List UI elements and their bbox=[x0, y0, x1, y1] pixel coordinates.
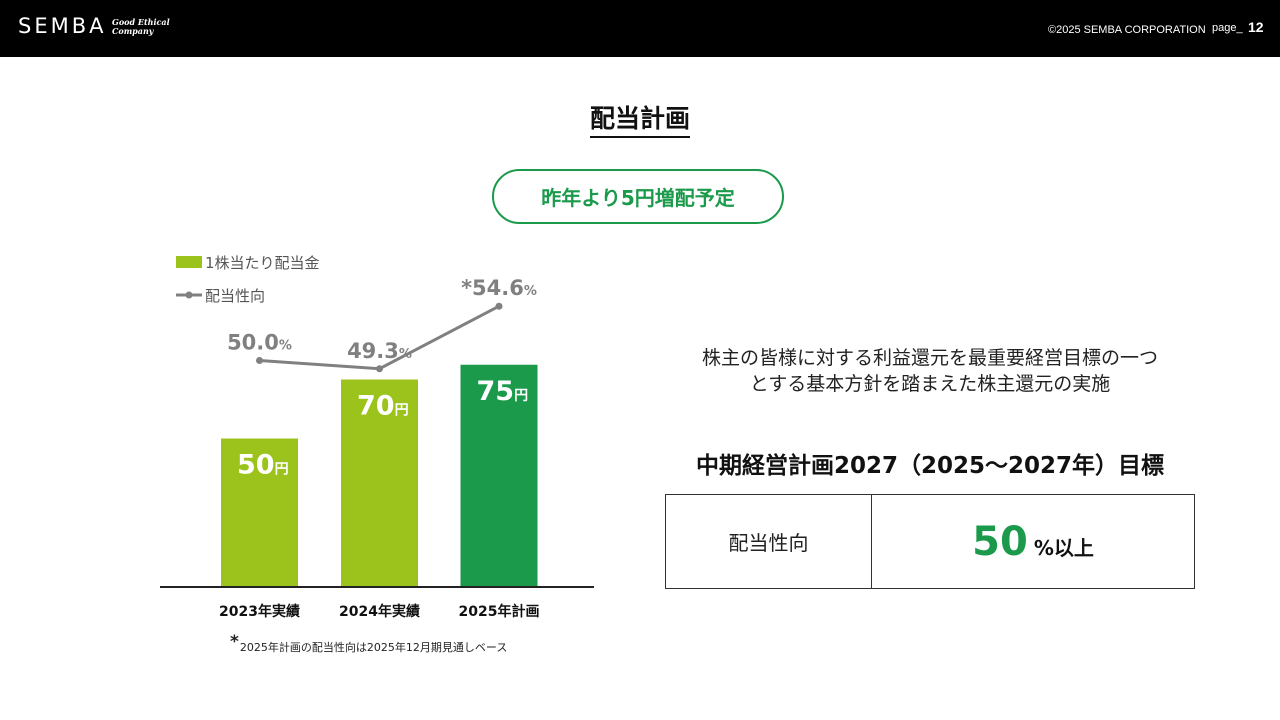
legend-line-label: 配当性向 bbox=[205, 287, 265, 305]
policy-line-1: 株主の皆様に対する利益還元を最重要経営目標の一つ bbox=[701, 347, 1158, 369]
legend-line-marker bbox=[185, 291, 193, 299]
header-bar: SEMBA Good Ethical Company ©2025 SEMBA C… bbox=[0, 0, 1280, 57]
chart-legend: 1株当たり配当金 配当性向 bbox=[176, 254, 320, 305]
payout-ratio-unit: % bbox=[399, 347, 412, 362]
payout-ratio-point bbox=[495, 302, 503, 310]
dividend-bar bbox=[341, 379, 418, 586]
footnote-text: 2025年計画の配当性向は2025年12月期見通しベース bbox=[239, 641, 508, 654]
target-value: 50 bbox=[972, 519, 1028, 565]
footnote-star: * bbox=[230, 632, 239, 652]
page-label: page_ bbox=[1212, 22, 1243, 34]
target-label: 配当性向 bbox=[728, 531, 809, 555]
mid-plan-heading: 中期経営計画2027（2025～2027年）目標 bbox=[695, 453, 1165, 479]
x-tick-labels: 2023年実績 2024年実績 2025年計画 bbox=[219, 603, 539, 620]
tagline-line-1: Good Ethical bbox=[112, 17, 170, 27]
payout-ratio-label: 49.3% bbox=[347, 339, 412, 363]
target-table: 配当性向 50 %以上 bbox=[665, 494, 1195, 589]
payout-ratio-point bbox=[376, 365, 383, 373]
tagline-line-2: Company bbox=[112, 26, 154, 36]
x-tick-label: 2025年計画 bbox=[459, 603, 540, 620]
legend-bar-swatch bbox=[176, 256, 202, 268]
target-value-cell: 50 %以上 bbox=[872, 495, 1194, 588]
bar-unit-label: 円 bbox=[514, 388, 528, 404]
policy-statement: 株主の皆様に対する利益還元を最重要経営目標の一つ とする基本方針を踏まえた株主還… bbox=[660, 345, 1200, 397]
page-title-text: 配当計画 bbox=[589, 104, 690, 138]
highlight-text: 昨年より5円増配予定 bbox=[541, 186, 735, 210]
x-tick-label: 2024年実績 bbox=[339, 603, 420, 620]
target-label-cell: 配当性向 bbox=[666, 495, 872, 588]
dividend-bar bbox=[221, 438, 298, 586]
payout-ratio-line-group: 50.0% 49.3% *54.6% bbox=[227, 276, 537, 373]
bar-unit-label: 円 bbox=[395, 403, 409, 419]
payout-ratio-unit: % bbox=[279, 339, 292, 354]
payout-ratio-unit: % bbox=[524, 284, 537, 299]
payout-ratio-label: 50.0% bbox=[227, 331, 292, 355]
x-tick-label: 2023年実績 bbox=[219, 603, 300, 620]
bar-unit-label: 円 bbox=[275, 462, 289, 478]
bar-value-label: 70円 bbox=[357, 391, 409, 422]
policy-line-2: とする基本方針を踏まえた株主還元の実施 bbox=[749, 373, 1111, 395]
semba-logo: SEMBA bbox=[18, 14, 107, 38]
page-number: 12 bbox=[1248, 19, 1264, 35]
page-title: 配当計画 bbox=[0, 104, 1280, 138]
legend-bar-label: 1株当たり配当金 bbox=[205, 254, 320, 272]
target-suffix: %以上 bbox=[1033, 536, 1094, 560]
tagline: Good Ethical Company bbox=[112, 18, 170, 36]
payout-ratio-label: *54.6% bbox=[461, 276, 537, 300]
copyright-text: ©2025 SEMBA CORPORATION bbox=[1048, 24, 1206, 36]
payout-ratio-point bbox=[256, 357, 263, 364]
footnote: *2025年計画の配当性向は2025年12月期見通しベース bbox=[230, 632, 508, 656]
dividend-bar bbox=[460, 364, 538, 586]
highlight-badge: 昨年より5円増配予定 bbox=[492, 169, 784, 224]
